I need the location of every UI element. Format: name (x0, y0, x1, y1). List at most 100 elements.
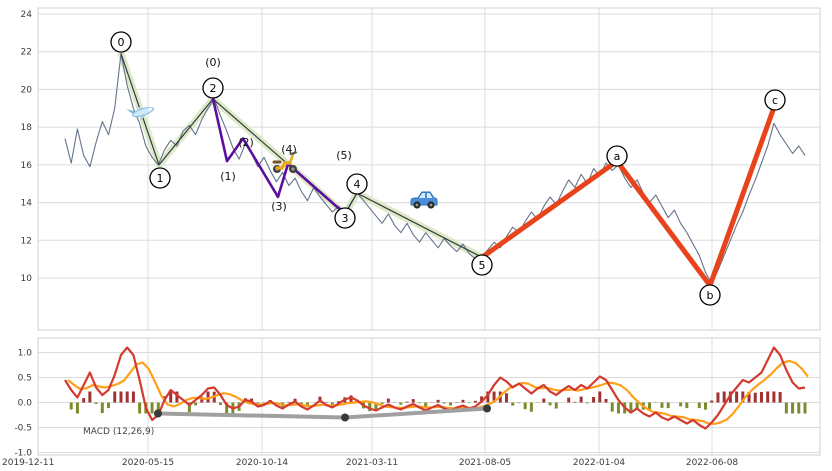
x-tick-label: 2019-12-11 (2, 458, 54, 468)
macd-indicator-label: MACD (12,26,9) (83, 427, 154, 437)
macd-histogram-bar (710, 400, 714, 403)
car-window-front (419, 193, 425, 198)
wave-circle-label: 2 (210, 82, 217, 95)
macd-panel-border (37, 337, 821, 456)
wave-circle-c: c (764, 89, 786, 111)
macd-trend-dot (341, 413, 349, 422)
macd-histogram-bar (461, 399, 465, 403)
scooter-handlebar (289, 151, 297, 155)
wave-circle-label: 3 (342, 212, 349, 225)
macd-histogram-bar (299, 402, 303, 405)
y-tick-label-macd: -0.5 (14, 424, 32, 434)
macd-histogram-bar (685, 402, 689, 409)
macd-histogram-bar (206, 391, 210, 403)
macd-histogram-bar (424, 402, 428, 407)
macd-histogram-bar (772, 391, 776, 403)
macd-histogram-bar (75, 402, 79, 414)
abc-wave-line (479, 107, 776, 288)
macd-histogram-bar (529, 402, 533, 412)
macd-histogram-bar (747, 392, 751, 403)
macd-histogram-bar (486, 391, 490, 403)
wave-circle-4: 4 (346, 173, 368, 195)
macd-histogram-bar (399, 402, 403, 405)
wave-circle-a: a (606, 145, 628, 167)
sub-wave-label: (2) (238, 136, 254, 149)
wave-circle-3: 3 (334, 207, 356, 229)
macd-histogram-bar (113, 391, 117, 403)
y-tick-label-price: 12 (21, 236, 32, 246)
macd-histogram-bar (548, 402, 552, 406)
macd-histogram-bar (175, 391, 179, 403)
macd-histogram-bar (741, 391, 745, 403)
wave-circle-outline (149, 167, 171, 189)
scooter-front-hub (291, 167, 295, 171)
y-tick-label-price: 22 (21, 48, 32, 58)
y-tick-label-macd: -1.0 (14, 449, 32, 459)
macd-histogram-bar (716, 392, 720, 403)
wave-circle-b: b (699, 284, 721, 306)
airplane-cockpit (149, 107, 152, 111)
macd-histogram-bar (598, 391, 602, 403)
macd-histogram-bar (138, 402, 142, 414)
macd-histogram-bar (592, 397, 596, 403)
macd-histogram-bar (82, 398, 86, 403)
y-tick-label-price: 18 (21, 123, 33, 133)
macd-histogram-bar (648, 402, 652, 410)
x-tick-label: 2020-10-14 (236, 458, 289, 468)
wave-circle-label: 5 (479, 259, 486, 272)
y-tick-label-macd: 0.0 (18, 399, 33, 409)
macd-trend-dot (483, 404, 491, 413)
car-hub-left (415, 203, 419, 207)
macd-histogram-bar (131, 391, 135, 403)
car-icon (410, 191, 438, 209)
macd-histogram-bar (287, 401, 291, 403)
macd-histogram-bar (417, 402, 421, 404)
macd-histogram-bar (436, 399, 440, 403)
macd-histogram-bar (579, 396, 583, 403)
macd-histogram-bar (187, 402, 191, 413)
macd-histogram-bar (473, 400, 477, 403)
sub-wave-label: (3) (271, 200, 287, 213)
price-panel-border (37, 7, 821, 331)
macd-histogram-bar (517, 402, 521, 404)
macd-histogram-bar (386, 398, 390, 403)
macd-histogram-bar (803, 402, 807, 414)
macd-histogram-bar (218, 402, 222, 406)
macd-histogram-bar (405, 401, 409, 403)
macd-histogram-bar (156, 402, 160, 414)
macd-histogram-bar (449, 402, 453, 406)
wave-circle-outline (334, 207, 356, 229)
x-tick-label: 2021-03-11 (346, 458, 398, 468)
macd-histogram-bar (324, 401, 328, 403)
macd-histogram-bar (200, 396, 204, 403)
airplane-fuselage (132, 106, 154, 118)
macd-histogram-bar (697, 402, 701, 409)
macd-histogram-bar (784, 402, 788, 414)
macd-line (64, 346, 806, 430)
macd-histogram-bar (791, 402, 795, 414)
macd-histogram-bar (585, 402, 589, 404)
macd-histogram-bar (374, 402, 378, 411)
macd-histogram-bar (194, 402, 198, 406)
y-tick-label-price: 24 (21, 10, 33, 20)
primary-wave-line (120, 53, 483, 258)
macd-histogram-bar (511, 402, 515, 406)
macd-histogram-bar (679, 402, 683, 407)
macd-histogram-bar (411, 399, 415, 403)
car-window-rear (427, 193, 433, 198)
macd-histogram-bar (573, 401, 577, 403)
macd-histogram-bar (337, 401, 341, 403)
macd-histogram-bar (368, 402, 372, 412)
macd-trend-dot (154, 409, 162, 418)
macd-histogram-bar (660, 402, 664, 408)
macd-histogram-bar (505, 393, 509, 403)
sub-wave-line (211, 97, 347, 216)
macd-histogram-bar (735, 391, 739, 403)
sub-wave-label: (0) (205, 56, 221, 69)
macd-histogram-bar (666, 402, 670, 409)
macd-histogram-bar (100, 402, 104, 413)
macd-histogram-bar (125, 391, 129, 403)
wave-circle-label: c (772, 94, 778, 107)
